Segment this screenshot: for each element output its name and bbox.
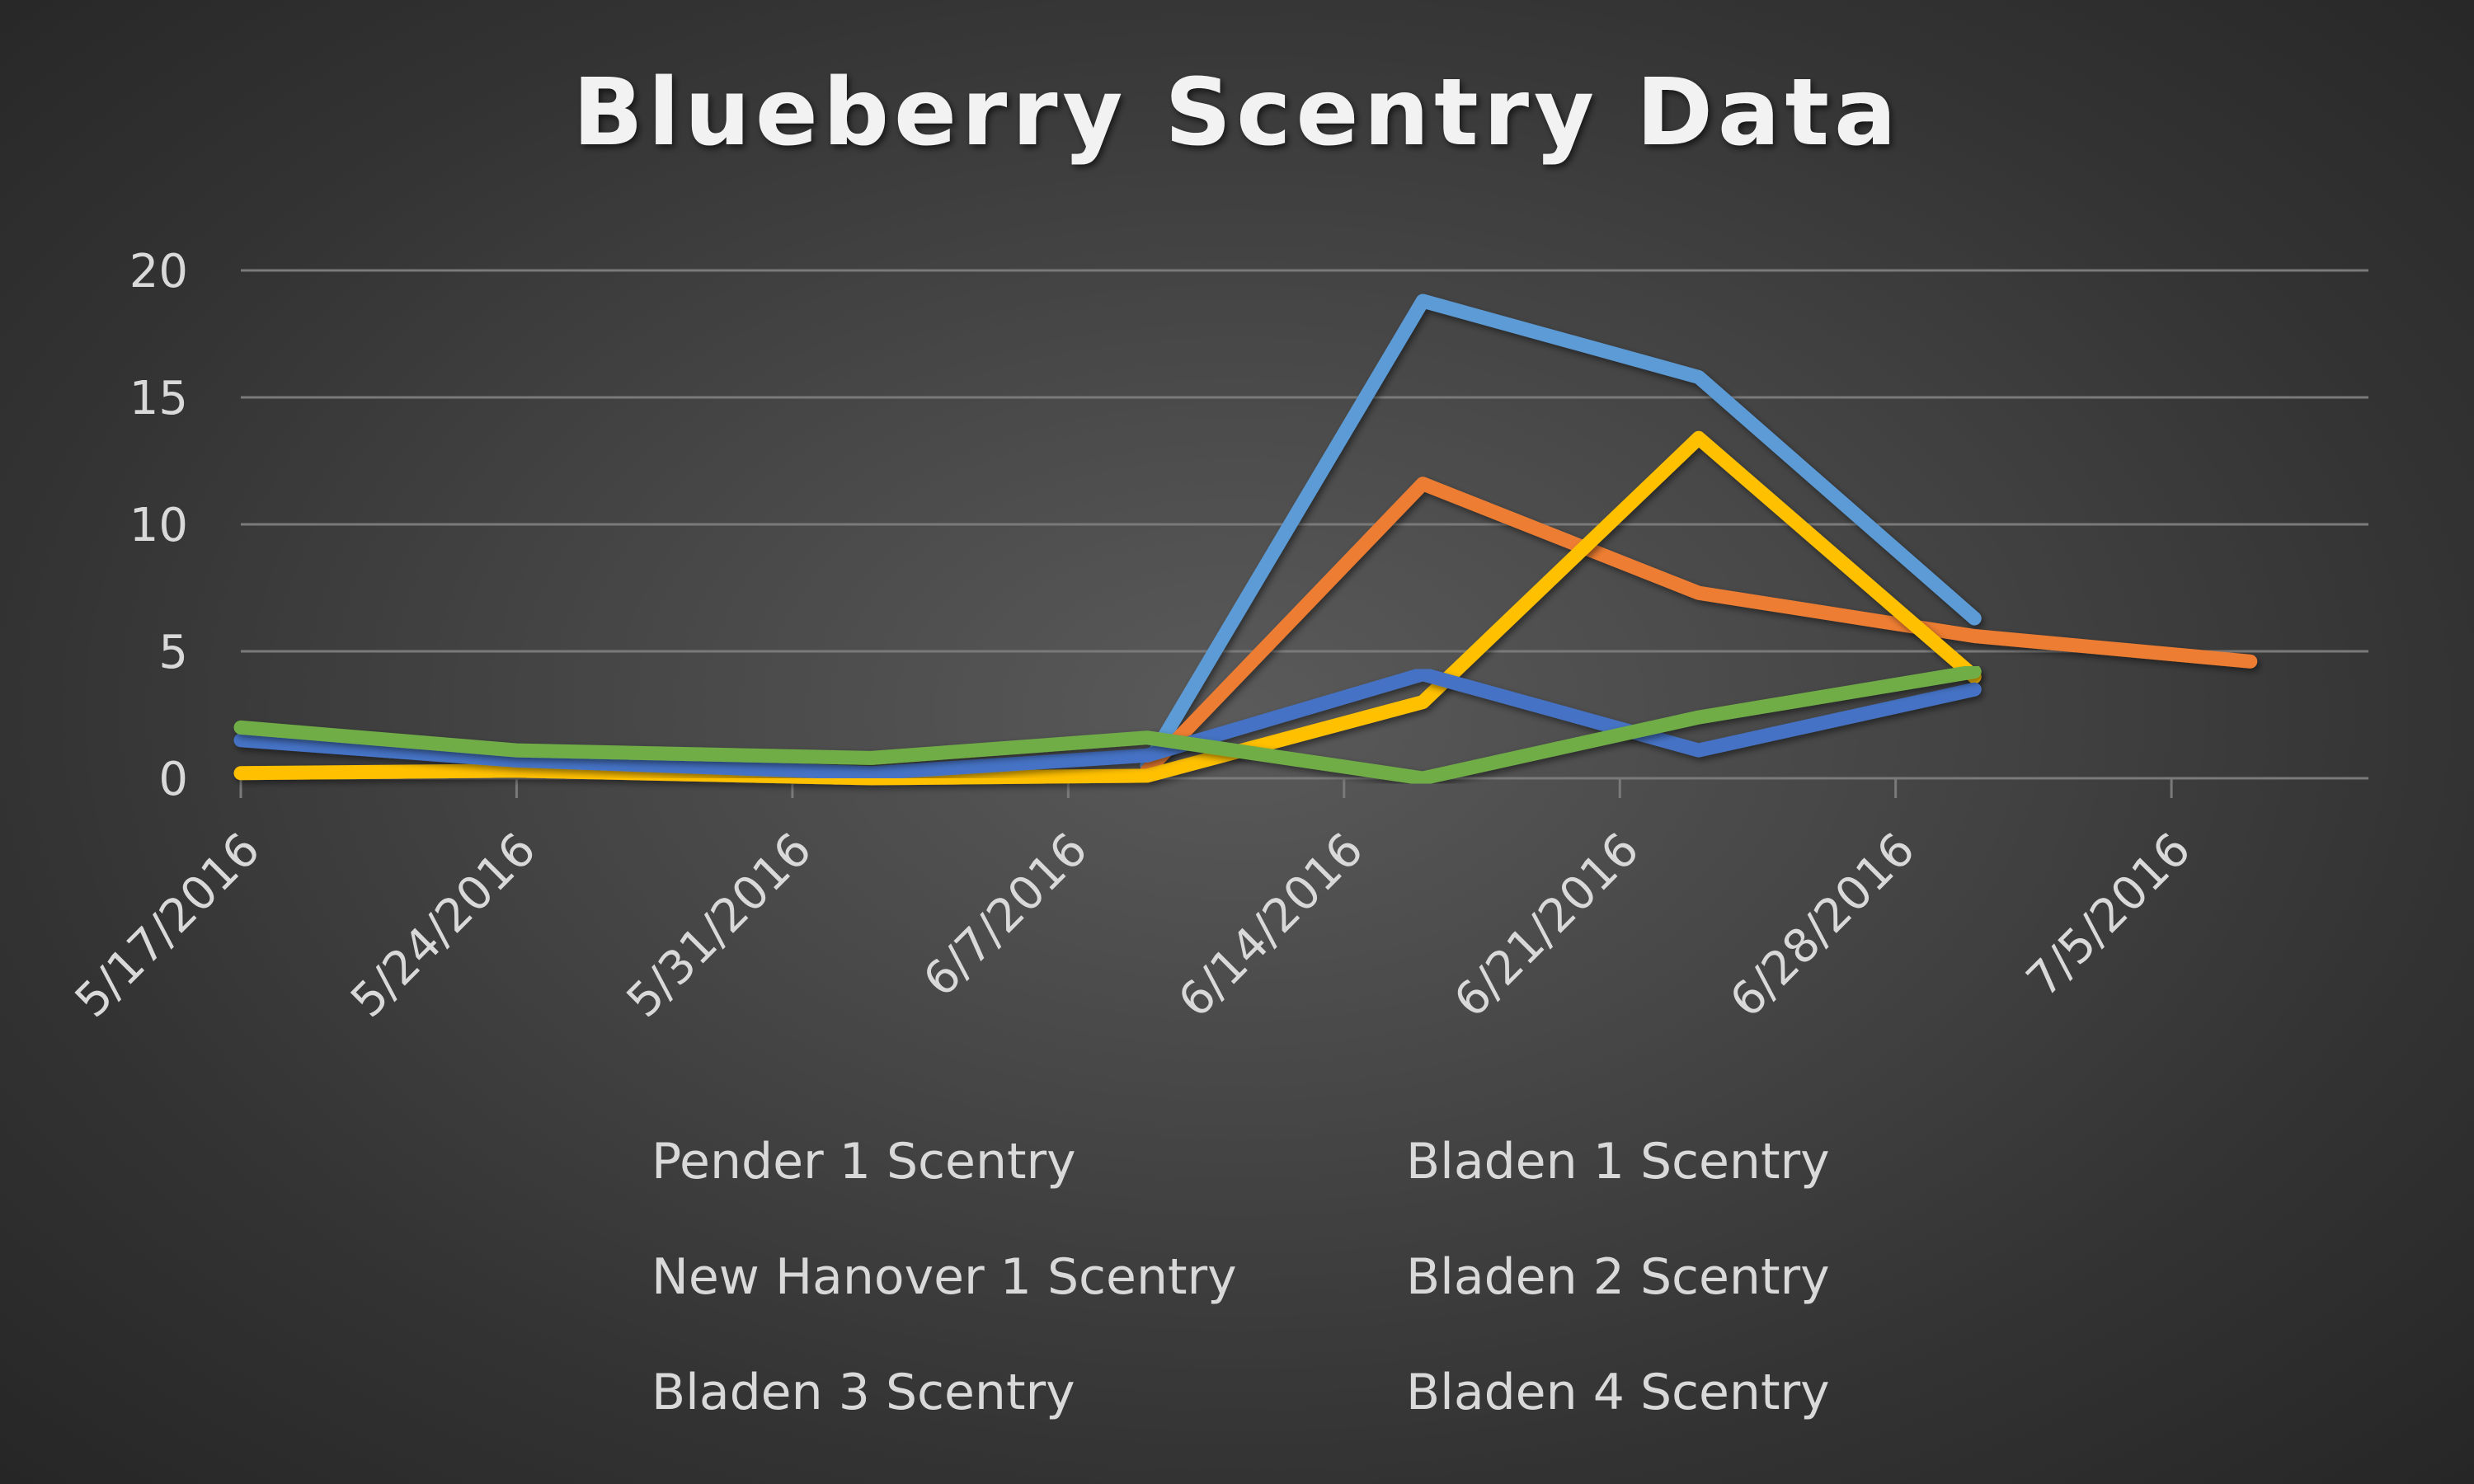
x-tick-label: 6/28/2016: [1720, 823, 1926, 1028]
legend-label: Bladen 1 Scentry: [1406, 1133, 1830, 1190]
y-tick-label: 5: [158, 626, 188, 679]
y-axis: 0 5 10 15 20: [129, 245, 188, 806]
legend-label: New Hanover 1 Scentry: [651, 1248, 1237, 1306]
x-tick-label: 6/7/2016: [913, 823, 1098, 1007]
gridlines: [241, 269, 2368, 780]
x-tick-label: 5/17/2016: [65, 823, 270, 1028]
legend: Pender 1 Scentry Bladen 1 Scentry New Hano…: [496, 1133, 1830, 1421]
x-tick-label: 5/24/2016: [341, 823, 546, 1028]
y-tick-label: 10: [129, 499, 188, 552]
series-line-bladen-4-scentry: [233, 665, 1982, 786]
y-tick-label: 20: [129, 245, 188, 298]
y-tick-label: 0: [158, 753, 188, 806]
x-tick-label: 5/31/2016: [617, 823, 822, 1028]
x-tick-label: 6/14/2016: [1169, 823, 1374, 1028]
x-tick-label: 7/5/2016: [2016, 823, 2201, 1007]
series-line-bladen-3-scentry: [233, 667, 1982, 781]
chart-title: Blueberry Scentry Data: [572, 59, 1901, 167]
legend-label: Bladen 2 Scentry: [1406, 1248, 1830, 1306]
x-tick-label: 6/21/2016: [1444, 823, 1649, 1028]
series-line-bladen-1-scentry: [1140, 477, 2258, 778]
series-line-bladen-2-scentry: [233, 430, 1982, 786]
y-tick-label: 15: [129, 372, 188, 425]
legend-label: Pender 1 Scentry: [651, 1133, 1076, 1190]
series-lines: [233, 294, 2258, 786]
legend-label: Bladen 4 Scentry: [1406, 1364, 1830, 1421]
legend-label: Bladen 3 Scentry: [651, 1364, 1075, 1421]
x-axis: 5/17/2016 5/24/2016 5/31/2016 6/7/2016 6/14/…: [65, 778, 2201, 1028]
series-line-pender-1-scentry: [1140, 294, 1982, 773]
